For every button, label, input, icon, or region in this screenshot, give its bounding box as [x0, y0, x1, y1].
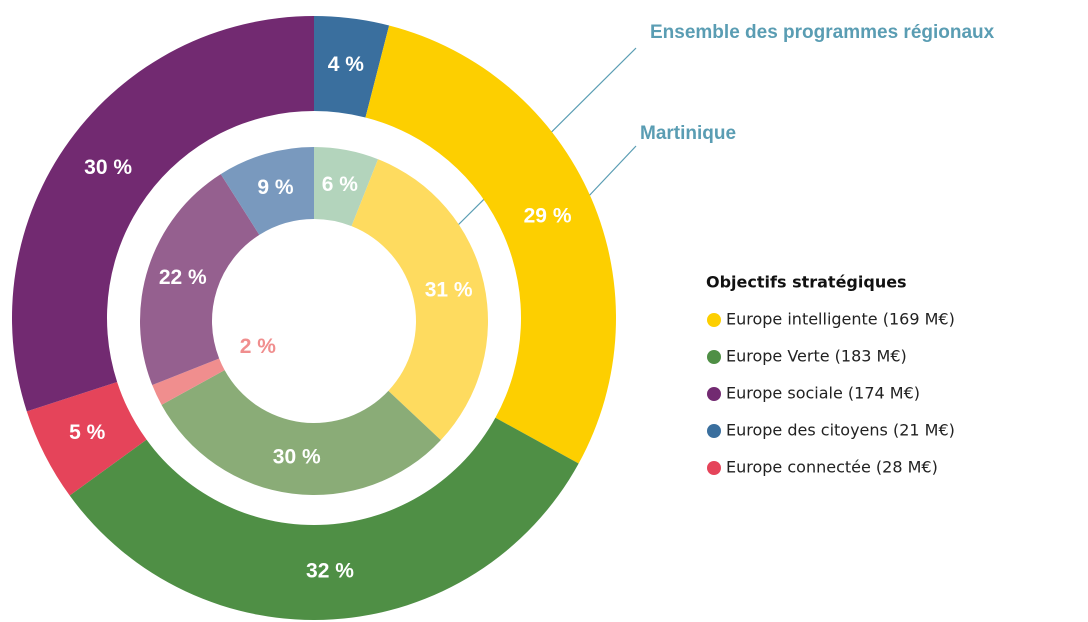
value-label: 22 %	[159, 266, 207, 289]
ring-segment	[11, 16, 315, 412]
ring-name: Ensemble des programmes régionaux	[650, 22, 995, 43]
legend-label: Europe connectée (28 M€)	[726, 458, 938, 477]
value-label: 2 %	[240, 335, 277, 358]
value-label: 29 %	[524, 204, 572, 227]
legend-label: Europe Verte (183 M€)	[726, 347, 907, 366]
value-label: 30 %	[84, 156, 132, 179]
ring-segment	[314, 16, 390, 118]
ring-segment	[314, 147, 379, 227]
ring-segment	[365, 25, 617, 464]
legend-label: Europe sociale (174 M€)	[726, 384, 920, 403]
ring-segment	[161, 370, 441, 495]
legend-swatch	[707, 350, 721, 364]
legend-swatch	[707, 461, 721, 475]
ring-segment	[26, 381, 147, 496]
ring-segment	[351, 159, 489, 441]
value-label: 4 %	[328, 53, 365, 76]
legend-swatch	[707, 387, 721, 401]
ring-segment	[140, 174, 260, 386]
ring-segment	[152, 358, 225, 405]
ring-segment	[220, 147, 314, 235]
legend-label: Europe intelligente (169 M€)	[726, 310, 955, 329]
legend-swatch	[707, 313, 721, 327]
value-label: 5 %	[69, 421, 106, 444]
legend-title: Objectifs stratégiques	[706, 273, 907, 292]
ring-segment	[69, 417, 579, 620]
value-label: 30 %	[273, 445, 321, 468]
ring-name: Martinique	[640, 123, 736, 144]
value-label: 31 %	[425, 278, 473, 301]
value-label: 9 %	[257, 176, 294, 199]
legend-label: Europe des citoyens (21 M€)	[726, 421, 955, 440]
value-label: 32 %	[306, 560, 354, 583]
legend-swatch	[707, 424, 721, 438]
value-label: 6 %	[322, 173, 359, 196]
